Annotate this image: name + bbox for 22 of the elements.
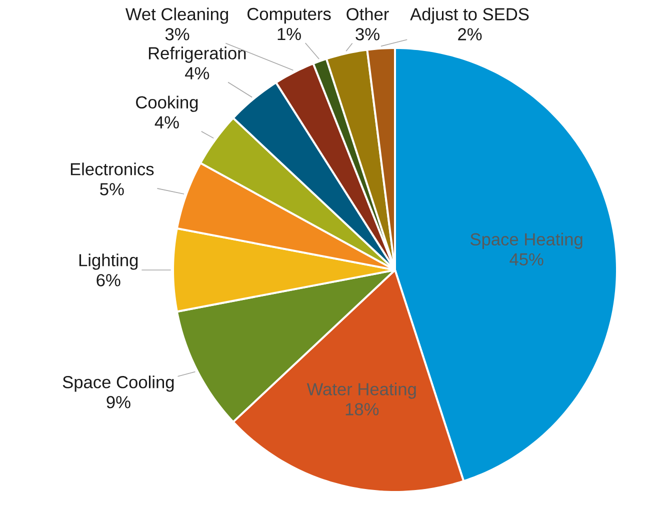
data-label: 4% bbox=[185, 67, 210, 80]
data-label: 6% bbox=[96, 274, 120, 286]
slice-label: Space Cooling bbox=[62, 376, 174, 392]
data-label: 45% bbox=[510, 253, 544, 266]
data-label: 5% bbox=[100, 183, 124, 196]
data-label: 18% bbox=[346, 403, 379, 416]
slice-label: Electronics bbox=[70, 162, 154, 176]
slice-label: Lighting bbox=[79, 254, 138, 270]
slice-label: Other bbox=[346, 8, 389, 20]
data-label: 3% bbox=[356, 28, 380, 40]
slice-label: Space Heating bbox=[470, 232, 582, 249]
slice-label: Cooking bbox=[136, 96, 198, 112]
data-label: 4% bbox=[154, 116, 179, 128]
data-label: 2% bbox=[458, 28, 482, 40]
data-label: 1% bbox=[278, 28, 301, 40]
slice-label: Wet Cleaning bbox=[125, 8, 228, 24]
slice-label: Water Heating bbox=[306, 382, 416, 399]
slice-label: Refrigeration bbox=[148, 46, 246, 63]
slice-label: Adjust to SEDS bbox=[410, 8, 529, 24]
slice-label: Computers bbox=[248, 8, 331, 24]
data-label: 3% bbox=[165, 28, 190, 40]
data-label: 9% bbox=[106, 396, 130, 408]
